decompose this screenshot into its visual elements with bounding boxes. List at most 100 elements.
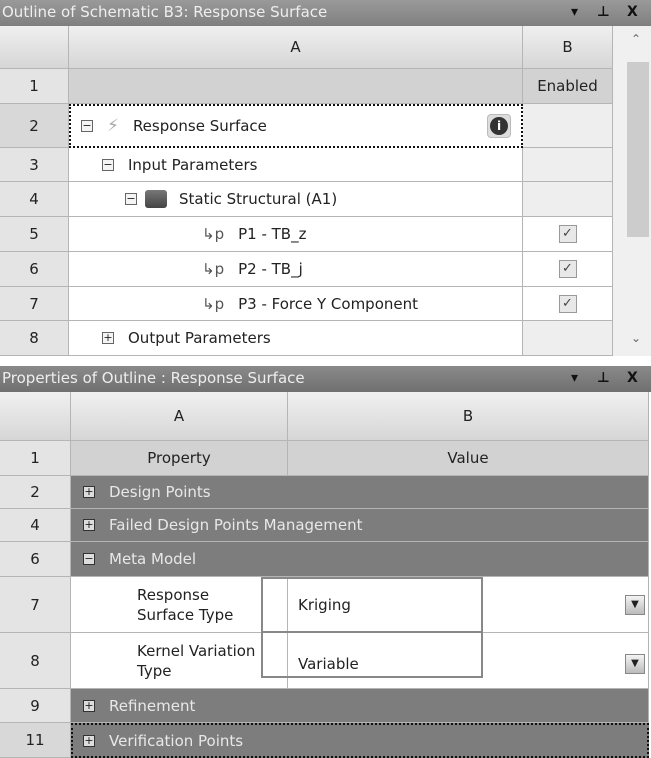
tree-label: Response Surface: [132, 117, 267, 135]
row-number: 8: [0, 321, 69, 356]
enabled-cell: ✓: [523, 217, 613, 252]
parameter-icon: ↳p: [202, 260, 225, 278]
column-header-b[interactable]: B: [523, 26, 613, 69]
row-number: 7: [0, 577, 71, 633]
properties-title: Properties of Outline : Response Surface: [2, 369, 305, 387]
tree-item-static-structural[interactable]: − Static Structural (A1): [69, 182, 523, 217]
row-8-b: [523, 321, 613, 356]
parameter-icon: ↳p: [202, 225, 225, 243]
property-kernel-variation-type: Kernel Variation Type: [71, 633, 288, 689]
kernel-variation-type-dropdown[interactable]: Variable ▼: [288, 633, 649, 689]
parameter-p1[interactable]: ↳p P1 - TB_z: [69, 217, 523, 252]
row-number: 1: [0, 69, 69, 104]
parameter-p3[interactable]: ↳p P3 - Force Y Component: [69, 287, 523, 321]
property-label-line1: Response: [137, 585, 210, 604]
group-failed-design-points[interactable]: + Failed Design Points Management: [71, 509, 649, 542]
scroll-up-icon[interactable]: ⌃: [631, 32, 642, 46]
row-number: 6: [0, 252, 69, 287]
collapse-icon[interactable]: −: [81, 119, 93, 132]
enabled-header: Enabled: [523, 69, 613, 104]
group-design-points[interactable]: + Design Points: [71, 476, 649, 509]
collapse-icon[interactable]: −: [125, 192, 137, 205]
scrollbar-thumb[interactable]: [627, 62, 649, 237]
property-response-surface-type: Response Surface Type: [71, 577, 288, 633]
pin-icon[interactable]: ⊥: [597, 370, 610, 386]
property-label-line1: Kernel Variation: [137, 641, 256, 660]
row-number: 4: [0, 509, 71, 542]
outline-title-bar: Outline of Schematic B3: Response Surfac…: [0, 0, 651, 26]
tree-label: P3 - Force Y Component: [238, 294, 418, 313]
close-icon[interactable]: X: [627, 4, 638, 20]
property-label-line2: Type: [137, 661, 172, 680]
tree-item-response-surface[interactable]: − ⚡ Response Surface i: [69, 104, 523, 148]
group-verification-points[interactable]: + Verification Points: [71, 723, 649, 758]
response-surface-type-dropdown[interactable]: Kriging ▼: [288, 577, 649, 633]
column-header-b[interactable]: B: [288, 392, 649, 441]
row-number: 8: [0, 633, 71, 689]
value-header: Value: [288, 441, 649, 476]
property-header: Property: [71, 441, 288, 476]
dropdown-value: Kriging: [298, 595, 351, 614]
parameter-icon: ↳p: [202, 294, 225, 313]
row-1-a: [69, 69, 523, 104]
row-number: 7: [0, 287, 69, 321]
row-number: 11: [0, 723, 71, 758]
row-3-b: [523, 148, 613, 182]
scroll-down-icon[interactable]: ⌄: [631, 331, 642, 345]
dropdown-arrow-icon[interactable]: ▼: [625, 653, 645, 674]
column-header-a[interactable]: A: [69, 26, 523, 69]
row-number: 1: [0, 441, 71, 476]
tree-label: P1 - TB_z: [238, 225, 307, 243]
static-structural-icon: [145, 190, 167, 208]
tree-label: Input Parameters: [128, 155, 258, 174]
close-icon[interactable]: X: [627, 370, 638, 386]
enabled-checkbox[interactable]: ✓: [558, 294, 577, 313]
group-refinement[interactable]: + Refinement: [71, 689, 649, 723]
group-label: Failed Design Points Management: [109, 516, 363, 534]
expand-icon[interactable]: +: [102, 331, 114, 344]
lightning-icon: ⚡: [107, 116, 119, 136]
group-label: Verification Points: [109, 731, 244, 750]
row-number: 2: [0, 104, 69, 148]
row-4-b: [523, 182, 613, 217]
tree-label: P2 - TB_j: [238, 260, 303, 278]
row-number: 6: [0, 542, 71, 577]
pin-icon[interactable]: ⊥: [597, 4, 610, 20]
dropdown-arrow-icon[interactable]: ▼: [625, 594, 645, 615]
tree-label: Output Parameters: [128, 329, 271, 347]
row-2-b: [523, 104, 613, 148]
row-number: 5: [0, 217, 69, 252]
expand-icon[interactable]: +: [83, 733, 95, 747]
enabled-cell: ✓: [523, 252, 613, 287]
panel-menu-icon[interactable]: ▾: [571, 370, 579, 386]
dropdown-value: Variable: [298, 654, 359, 673]
row-number: 3: [0, 148, 69, 182]
expand-icon[interactable]: +: [83, 518, 95, 531]
parameter-p2[interactable]: ↳p P2 - TB_j: [69, 252, 523, 287]
group-label: Design Points: [109, 483, 211, 501]
tree-label: Static Structural (A1): [179, 190, 338, 208]
column-header-a[interactable]: A: [71, 392, 288, 441]
enabled-checkbox[interactable]: ✓: [558, 260, 577, 278]
outline-scrollbar[interactable]: ⌃ ⌄: [613, 26, 651, 356]
info-icon[interactable]: i: [490, 117, 508, 135]
expand-icon[interactable]: +: [83, 698, 95, 712]
properties-title-bar: Properties of Outline : Response Surface…: [0, 366, 651, 392]
row-number: 9: [0, 689, 71, 723]
collapse-icon[interactable]: −: [102, 157, 114, 171]
group-label: Refinement: [109, 696, 196, 715]
expand-icon[interactable]: +: [83, 485, 95, 498]
outline-title: Outline of Schematic B3: Response Surfac…: [2, 3, 328, 21]
tree-item-input-parameters[interactable]: − Input Parameters: [69, 148, 523, 182]
panel-menu-icon[interactable]: ▾: [571, 4, 579, 20]
group-meta-model[interactable]: − Meta Model: [71, 542, 649, 577]
row-number: 4: [0, 182, 69, 217]
enabled-checkbox[interactable]: ✓: [558, 225, 577, 243]
row-number: 2: [0, 476, 71, 509]
enabled-cell: ✓: [523, 287, 613, 321]
tree-item-output-parameters[interactable]: + Output Parameters: [69, 321, 523, 356]
corner-header: [0, 26, 69, 69]
group-label: Meta Model: [109, 550, 197, 568]
collapse-icon[interactable]: −: [83, 552, 95, 565]
property-label-line2: Surface Type: [137, 605, 234, 624]
